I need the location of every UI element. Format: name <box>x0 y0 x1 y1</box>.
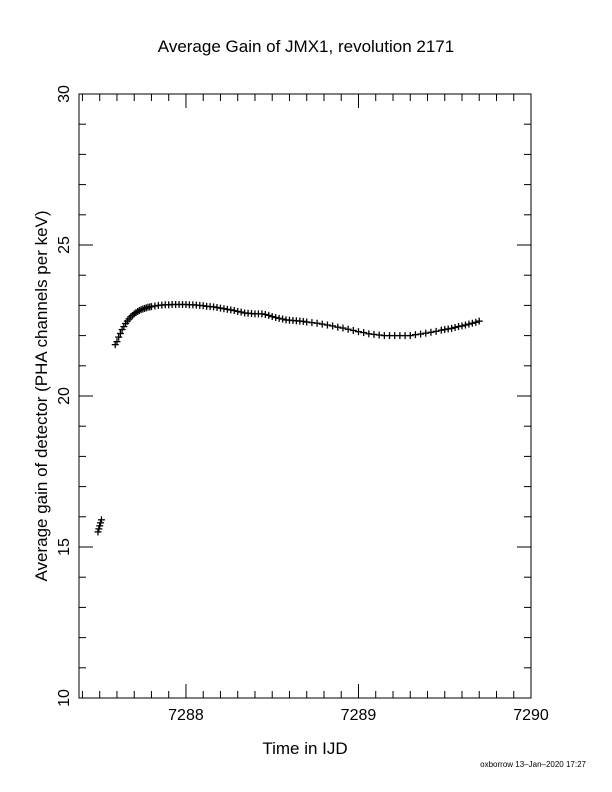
data-point <box>360 329 368 337</box>
data-point <box>116 329 124 337</box>
data-point <box>323 321 331 329</box>
y-tick-label: 30 <box>56 85 73 103</box>
data-point <box>344 325 352 333</box>
data-point <box>427 328 435 336</box>
x-tick-label: 7289 <box>341 707 377 724</box>
plot-frame <box>78 93 532 699</box>
footer-stamp: oxborrow 13–Jan–2020 17:27 <box>480 760 586 769</box>
data-point <box>113 338 121 346</box>
data-point <box>115 333 123 341</box>
data-point <box>422 329 430 337</box>
data-point <box>96 522 104 530</box>
y-axis-label: Average gain of detector (PHA channels p… <box>32 210 51 581</box>
y-tick-label: 15 <box>56 538 73 556</box>
data-point <box>334 323 342 331</box>
chart-title: Average Gain of JMX1, revolution 2171 <box>158 37 454 56</box>
data-point <box>318 320 326 328</box>
data-point <box>97 516 105 524</box>
data-point <box>279 315 287 323</box>
data-point <box>475 317 483 325</box>
data-point <box>261 310 269 318</box>
data-point <box>461 321 469 329</box>
data-point <box>468 319 476 327</box>
y-tick-label: 25 <box>56 236 73 254</box>
y-tick-label: 10 <box>56 689 73 707</box>
data-point <box>97 519 105 527</box>
data-point <box>465 320 473 328</box>
data-point <box>313 319 321 327</box>
tick-marks <box>79 93 532 699</box>
data-point <box>95 525 103 533</box>
data-point <box>272 313 280 321</box>
data-point <box>451 323 459 331</box>
data-point <box>230 307 238 315</box>
data-point <box>268 313 276 321</box>
x-axis-label: Time in IJD <box>262 739 347 758</box>
data-point <box>406 332 414 340</box>
data-point <box>349 326 357 334</box>
x-tick-label: 7290 <box>513 707 549 724</box>
data-point <box>339 324 347 332</box>
data-point <box>354 328 362 336</box>
data-point <box>448 324 456 332</box>
data-point <box>265 311 273 319</box>
tick-labels: 7288 7289 7290 10 15 20 25 30 <box>56 85 549 724</box>
data-point <box>458 322 466 330</box>
data-point <box>94 528 102 536</box>
x-tick-label: 7288 <box>168 707 204 724</box>
data-point <box>472 318 480 326</box>
data-points <box>94 300 483 536</box>
data-point <box>432 327 440 335</box>
data-point <box>237 308 245 316</box>
data-point <box>329 322 337 330</box>
y-tick-label: 20 <box>56 387 73 405</box>
data-point <box>417 330 425 338</box>
